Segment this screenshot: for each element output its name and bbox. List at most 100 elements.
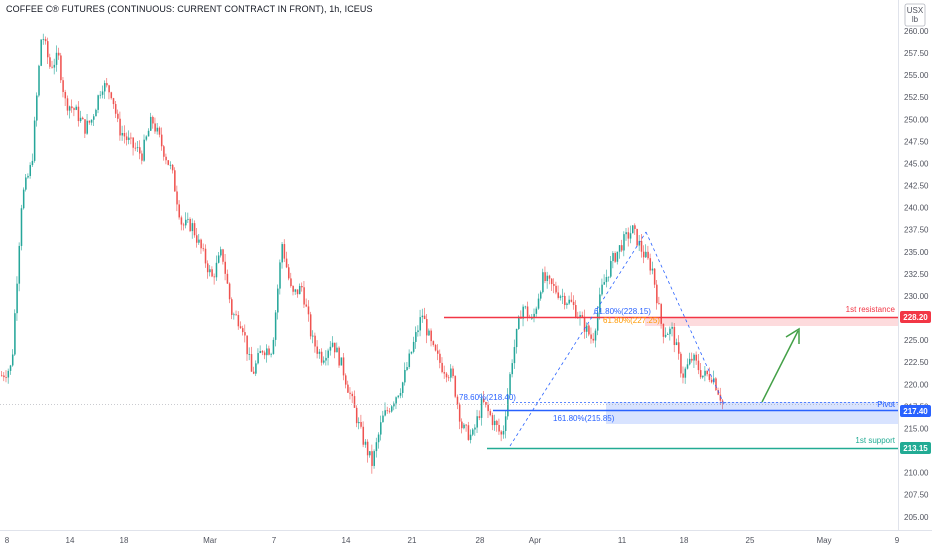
candle-body [699, 370, 702, 378]
candle-body [84, 119, 86, 134]
candle-body [160, 134, 163, 147]
candle-body [522, 306, 524, 319]
candle-body [204, 248, 207, 264]
candle-body [211, 269, 213, 277]
candle-body [130, 137, 132, 139]
time-tick-label: 28 [476, 536, 485, 545]
candle-body [585, 325, 588, 332]
time-tick-label: 9 [895, 536, 900, 545]
candle-body [715, 378, 717, 391]
candle-body [108, 85, 110, 93]
candle-body [472, 429, 474, 435]
candle-body [77, 106, 80, 122]
candle-body [176, 191, 178, 205]
candle-body [623, 234, 625, 251]
candle-body [228, 283, 231, 300]
candle-body [169, 164, 172, 166]
candle-body [447, 377, 450, 379]
candle-body [128, 137, 130, 140]
candle-body [49, 57, 51, 67]
price-tick-label: 252.50 [904, 93, 929, 102]
unit-label-bottom: lb [912, 15, 919, 24]
candle-body [493, 420, 496, 426]
candle-body [629, 233, 632, 239]
candle-body [272, 339, 275, 354]
candle-body [242, 328, 244, 333]
candle-body [542, 272, 544, 293]
price-tick-label: 260.00 [904, 27, 929, 36]
candle-body [320, 351, 323, 363]
price-tick-label: 242.50 [904, 182, 929, 191]
candle-body [662, 323, 665, 337]
candle-body [40, 39, 42, 66]
fib-trend-line-1 [509, 231, 647, 447]
candle-body [478, 416, 481, 418]
price-tick-label: 245.00 [904, 159, 929, 168]
candle-body [456, 396, 459, 405]
candle-body [95, 109, 97, 117]
candle-body [671, 326, 673, 329]
candle-body [51, 66, 53, 68]
candle-body [279, 262, 281, 289]
unit-label-box[interactable] [904, 3, 926, 27]
candle-body [263, 352, 266, 356]
candle-body [454, 376, 457, 397]
candle-body [465, 424, 468, 426]
candle-body [165, 156, 167, 161]
resistance-badge-text: 228.20 [903, 313, 928, 322]
candle-body [452, 368, 454, 377]
candle-body [288, 267, 290, 279]
price-tick-label: 222.50 [904, 358, 929, 367]
fib-label-618-upper: 61.80%(228.15) [594, 307, 651, 316]
candle-body [476, 416, 478, 428]
candle-body [353, 396, 356, 408]
candle-body [594, 330, 597, 341]
candle-body [693, 354, 695, 361]
candle-body [25, 177, 27, 190]
candle-body [112, 98, 115, 105]
time-tick-label: 18 [120, 536, 129, 545]
candle-body [450, 368, 452, 378]
candle-body [88, 120, 91, 123]
candle-body [533, 313, 535, 318]
candle-body [651, 268, 654, 271]
candle-body [404, 369, 406, 383]
candle-body [557, 292, 560, 298]
candle-body [614, 253, 616, 262]
time-tick-label: Apr [529, 536, 542, 545]
candle-body [325, 357, 327, 361]
candle-body [575, 305, 577, 318]
candle-body [336, 347, 338, 353]
candle-body [682, 373, 684, 378]
candle-body [268, 348, 270, 355]
candle-body [458, 404, 461, 422]
candle-body [544, 272, 546, 282]
candle-body [53, 64, 56, 68]
candle-body [710, 379, 713, 383]
candle-body [717, 390, 719, 395]
candle-body [281, 244, 283, 263]
candle-body [75, 106, 78, 110]
candle-body [301, 285, 303, 288]
candle-body [570, 299, 573, 302]
candle-body [599, 294, 601, 313]
candle-body [443, 372, 446, 374]
candle-body [178, 204, 180, 218]
candle-body [686, 364, 689, 369]
candle-body [277, 288, 279, 313]
candle-body [550, 278, 553, 285]
candle-body [145, 136, 148, 140]
candle-body [531, 317, 533, 319]
candle-body [390, 406, 393, 412]
pivot-zone[interactable] [606, 402, 898, 424]
candle-body [90, 119, 93, 123]
price-tick-label: 232.50 [904, 270, 929, 279]
resistance-zone[interactable] [645, 317, 898, 326]
candle-body [66, 98, 69, 111]
candle-body [303, 287, 305, 305]
candle-body [539, 292, 542, 299]
candle-body [340, 357, 343, 366]
candle-body [217, 255, 220, 263]
projection-arrow-shaft[interactable] [761, 330, 799, 403]
